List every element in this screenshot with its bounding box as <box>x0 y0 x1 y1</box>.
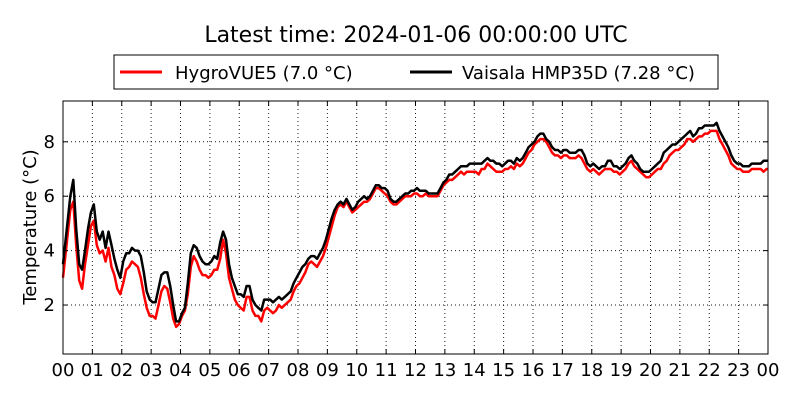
x-tick-label: 05 <box>198 360 221 381</box>
y-tick-label: 8 <box>44 132 55 153</box>
x-tick-label: 15 <box>492 360 515 381</box>
series-layer <box>61 121 768 329</box>
axes: 00 01 02 03 04 05 06 07 08 09 10 11 12 13 14 15 16 17 18 19… <box>44 100 780 381</box>
x-tick-label: 09 <box>316 360 339 381</box>
x-tick-label: 00 <box>757 360 780 381</box>
x-tick-label: 02 <box>110 360 133 381</box>
y-tick-label: 2 <box>44 295 55 316</box>
legend-label-hygrovue5: HygroVUE5 (7.0 °C) <box>175 63 353 84</box>
x-tick-label: 21 <box>668 360 691 381</box>
y-axis-label: Temperature (°C) <box>20 149 41 305</box>
x-tick-label: 01 <box>81 360 104 381</box>
x-tick-label: 16 <box>522 360 545 381</box>
chart-title: Latest time: 2024-01-06 00:00:00 UTC <box>204 23 627 48</box>
grid <box>63 101 768 354</box>
x-tick-label: 07 <box>257 360 280 381</box>
x-tick-label: 06 <box>228 360 251 381</box>
y-tick-label: 6 <box>44 186 55 207</box>
legend-label-vaisala: Vaisala HMP35D (7.28 °C) <box>462 63 695 84</box>
y-tick-label: 4 <box>44 241 55 262</box>
x-tick-label: 11 <box>375 360 398 381</box>
x-tick-label: 03 <box>140 360 163 381</box>
series-line-vaisala <box>61 121 768 323</box>
x-tick-label: 13 <box>433 360 456 381</box>
x-tick-label: 00 <box>52 360 75 381</box>
x-tick-label: 10 <box>345 360 368 381</box>
x-tick-label: 12 <box>404 360 427 381</box>
x-tick-label: 20 <box>639 360 662 381</box>
x-tick-label: 08 <box>287 360 310 381</box>
x-tick-label: 17 <box>551 360 574 381</box>
x-tick-label: 22 <box>698 360 721 381</box>
x-tick-label: 19 <box>610 360 633 381</box>
legend: HygroVUE5 (7.0 °C) Vaisala HMP35D (7.28 … <box>113 54 719 90</box>
plot-frame <box>62 100 769 355</box>
x-tick-label: 23 <box>727 360 750 381</box>
x-tick-label: 04 <box>169 360 192 381</box>
x-tick-label: 18 <box>580 360 603 381</box>
x-tick-label: 14 <box>463 360 486 381</box>
